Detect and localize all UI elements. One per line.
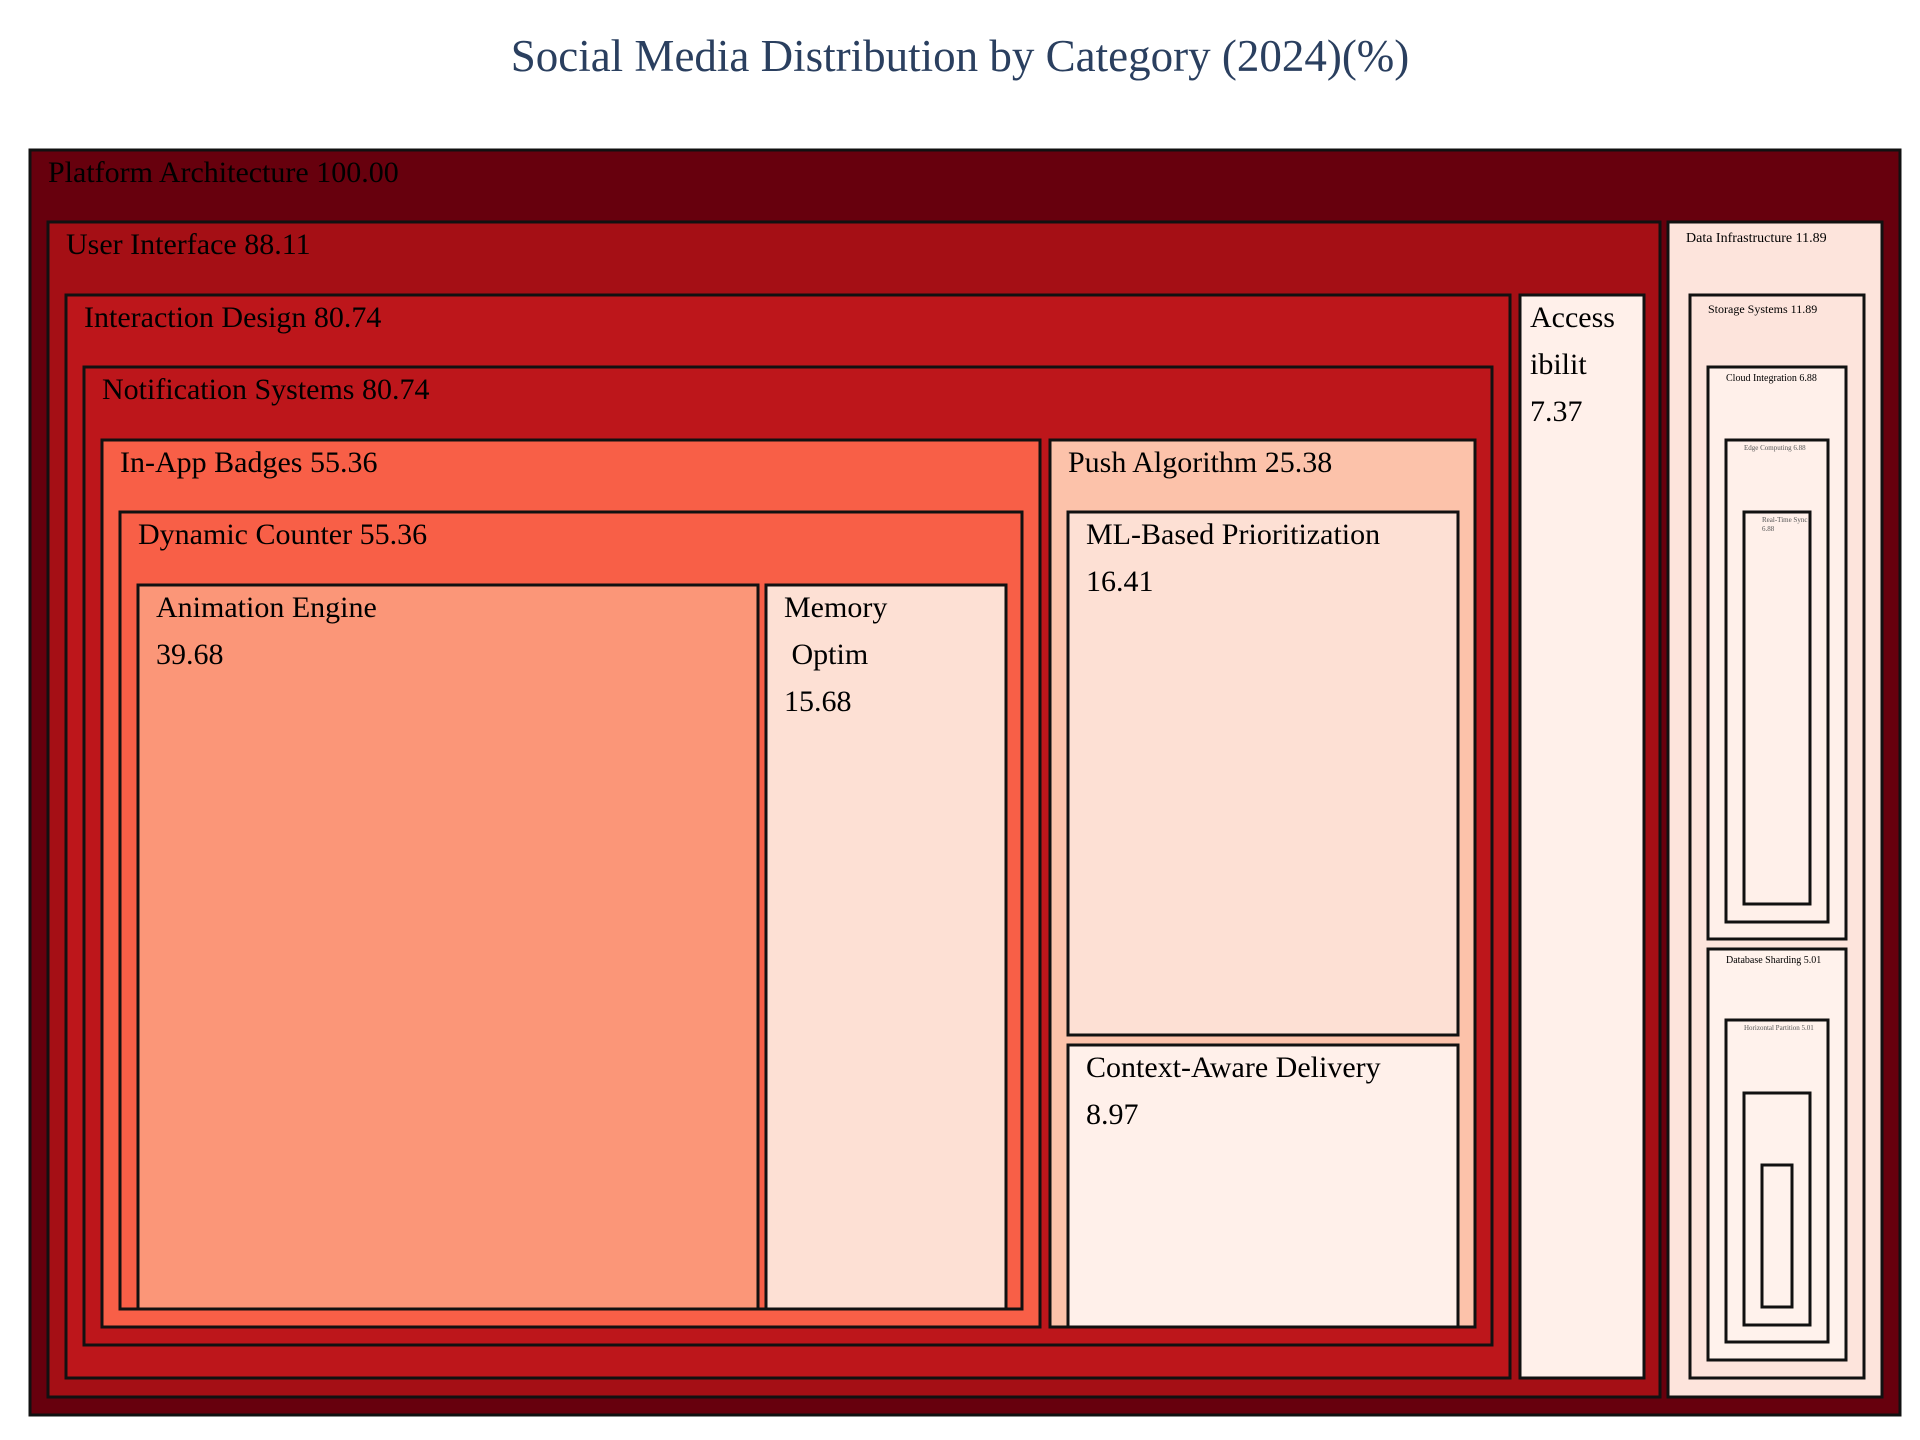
- treemap-label-data: Data Infrastructure 11.89: [1686, 231, 1827, 246]
- treemap-label-notif: Notification Systems 80.74: [102, 373, 429, 406]
- treemap-label-line: Memory: [784, 591, 887, 624]
- treemap-label-counter: Dynamic Counter 55.36: [138, 518, 427, 551]
- treemap-label-push: Push Algorithm 25.38: [1068, 446, 1332, 479]
- treemap-label-line: Context-Aware Delivery: [1086, 1051, 1381, 1084]
- treemap-label-acc: Access ibilit 7.37: [1530, 301, 1615, 428]
- treemap-tile-rts[interactable]: [1742, 510, 1812, 906]
- treemap-label-ui: User Interface 88.11: [66, 228, 311, 261]
- treemap-label-line: Real-Time Sync: [1762, 516, 1807, 524]
- treemap-label-line: Horizontal Partition 5.01: [1744, 1024, 1814, 1032]
- treemap-label-storage: Storage Systems 11.89: [1708, 302, 1817, 316]
- treemap-label-line: Access: [1530, 301, 1615, 334]
- treemap-tile-mem[interactable]: [764, 583, 1008, 1311]
- treemap-label-line: 6.88: [1762, 525, 1775, 533]
- treemap-label-line: Edge Computing 6.88: [1744, 444, 1806, 452]
- treemap-label-root: Platform Architecture 100.00: [48, 156, 399, 189]
- treemap-label-line: Push Algorithm 25.38: [1068, 446, 1332, 479]
- treemap-tile-ctx[interactable]: [1066, 1043, 1460, 1329]
- treemap-tile-h4[interactable]: [1760, 1163, 1794, 1309]
- treemap-label-line: In-App Badges 55.36: [120, 446, 377, 479]
- treemap-label-line: Notification Systems 80.74: [102, 373, 429, 406]
- treemap-label-line: Interaction Design 80.74: [84, 301, 381, 334]
- treemap-label-line: ML-Based Prioritization: [1086, 518, 1380, 551]
- treemap-label-edge: Edge Computing 6.88: [1744, 444, 1806, 452]
- treemap-label-ml: ML-Based Prioritization 16.41: [1086, 518, 1380, 598]
- treemap-tile-acc[interactable]: [1518, 293, 1646, 1380]
- treemap-label-cloud: Cloud Integration 6.88: [1726, 373, 1817, 384]
- treemap-label-anim: Animation Engine 39.68: [156, 591, 377, 671]
- treemap-label-line: 8.97: [1086, 1098, 1139, 1131]
- treemap-tile-ml[interactable]: [1066, 510, 1460, 1037]
- treemap-label-ctx: Context-Aware Delivery 8.97: [1086, 1051, 1381, 1131]
- treemap-label-line: 16.41: [1086, 565, 1154, 598]
- treemap-label-ixd: Interaction Design 80.74: [84, 301, 381, 334]
- treemap-label-badges: In-App Badges 55.36: [120, 446, 377, 479]
- chart-title: Social Media Distribution by Category (2…: [510, 31, 1410, 81]
- treemap-label-line: ibilit: [1530, 348, 1587, 381]
- treemap-label-line: Database Sharding 5.01: [1726, 955, 1821, 966]
- treemap-label-line: Storage Systems 11.89: [1708, 302, 1817, 316]
- treemap-label-line: Data Infrastructure 11.89: [1686, 231, 1827, 246]
- treemap-label-line: Animation Engine: [156, 591, 377, 624]
- treemap-label-line: Platform Architecture 100.00: [48, 156, 399, 189]
- treemap-label-line: Optim: [784, 638, 868, 671]
- treemap-label-line: 15.68: [784, 685, 852, 718]
- treemap-tile-anim[interactable]: [136, 583, 760, 1311]
- treemap-label-line: Dynamic Counter 55.36: [138, 518, 427, 551]
- treemap-label-line: 39.68: [156, 638, 224, 671]
- treemap-label-shard: Database Sharding 5.01: [1726, 955, 1821, 966]
- treemap-label-hpart: Horizontal Partition 5.01: [1744, 1024, 1814, 1032]
- treemap-label-rts: Real-Time Sync 6.88: [1762, 516, 1807, 533]
- treemap-label-mem: Memory Optim 15.68: [784, 591, 887, 718]
- treemap-label-line: User Interface 88.11: [66, 228, 311, 261]
- treemap-label-line: Cloud Integration 6.88: [1726, 373, 1817, 384]
- treemap-label-line: 7.37: [1530, 395, 1583, 428]
